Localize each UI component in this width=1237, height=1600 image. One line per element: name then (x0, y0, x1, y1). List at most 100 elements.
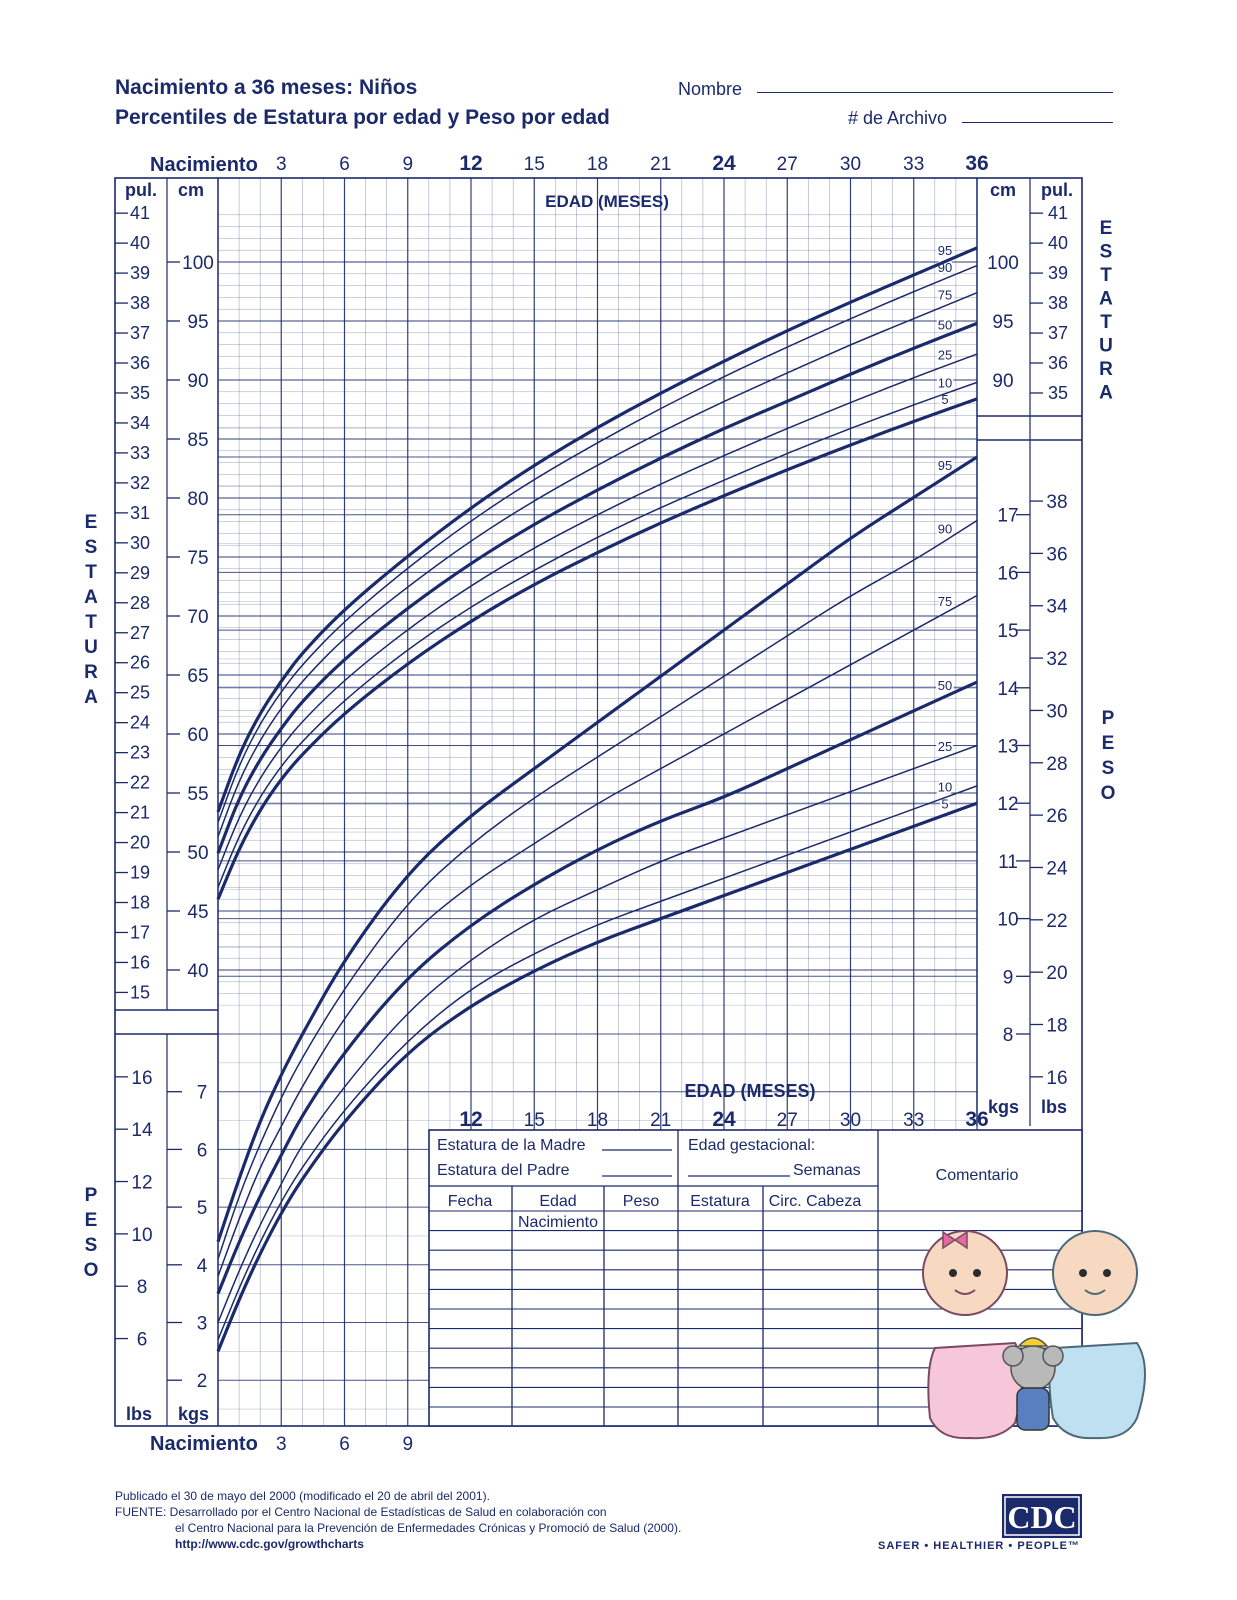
x-tick-bottom: 36 (965, 1108, 988, 1131)
in-tick-right: 36 (1048, 353, 1068, 373)
side-label-weight-left: E (85, 1210, 98, 1231)
in-tick-left: 22 (130, 773, 150, 793)
weight-curve-p75 (217, 594, 978, 1277)
kg-tick-right: 13 (997, 737, 1018, 758)
x-tick-bottom: 33 (903, 1110, 924, 1131)
stature-curve-p75 (217, 291, 978, 837)
kg-tick-left: 5 (197, 1198, 208, 1219)
side-label-weight-left: P (85, 1185, 98, 1206)
in-tick-left: 33 (130, 443, 150, 463)
side-label-stature-right: A (1099, 383, 1113, 404)
weight-curve-p50 (216, 680, 978, 1295)
x-tick-bottom: 24 (712, 1108, 736, 1131)
x-tick-top: 12 (459, 152, 482, 175)
x-axis-label-bottom: EDAD (MESES) (684, 1081, 815, 1101)
name-label: Nombre (678, 79, 743, 99)
file-number-field[interactable] (962, 122, 1113, 123)
side-label-stature-left: T (85, 562, 97, 583)
table-header-2: Peso (623, 1193, 660, 1210)
side-label-stature-right: A (1099, 289, 1113, 310)
cm-tick-left: 45 (187, 902, 208, 923)
x-tick-top: 33 (903, 154, 924, 175)
footer-url[interactable]: http://www.cdc.gov/growthcharts (175, 1537, 364, 1551)
cm-tick-left: 85 (187, 430, 208, 451)
x-tick-bottom: 21 (650, 1110, 671, 1131)
weight-curve-label: 10 (938, 779, 952, 794)
table-header-0: Fecha (448, 1193, 493, 1210)
unit-cm-left: cm (178, 180, 204, 200)
stature-curve-label: 95 (938, 243, 952, 258)
kg-tick-right: 14 (997, 679, 1019, 700)
in-tick-left: 20 (130, 833, 150, 853)
cdc-tagline: SAFER • HEALTHIER • PEOPLE™ (878, 1540, 1080, 1552)
weeks-label: Semanas (793, 1162, 861, 1179)
lb-tick-right: 32 (1046, 649, 1067, 670)
side-label-weight-right: E (1102, 733, 1115, 754)
x-tick-top: 18 (587, 154, 608, 175)
cm-tick-right: 100 (987, 253, 1019, 274)
x-tick-bottom: 15 (524, 1110, 545, 1131)
kg-tick-left: 7 (197, 1083, 208, 1104)
page-subtitle: Percentiles de Estatura por edad y Peso … (115, 106, 610, 129)
kg-tick-left: 2 (197, 1371, 208, 1392)
kg-tick-left: 3 (197, 1314, 208, 1335)
lb-tick-right: 24 (1046, 858, 1068, 879)
side-label-stature-right: R (1099, 359, 1113, 380)
x-tick-bottom: 18 (587, 1110, 608, 1131)
cdc-logo: CDC (1002, 1494, 1082, 1538)
in-tick-right: 38 (1048, 293, 1068, 313)
x-tick-top: 6 (339, 154, 350, 175)
kg-tick-left: 4 (197, 1256, 208, 1277)
lb-tick-right: 34 (1046, 597, 1068, 618)
weight-curve-label: 25 (938, 739, 952, 754)
mother-height-label: Estatura de la Madre (437, 1137, 586, 1154)
lb-tick-left: 12 (131, 1173, 152, 1194)
file-number-label: # de Archivo (848, 108, 948, 128)
weight-curve-p25 (217, 744, 978, 1323)
cm-tick-left: 95 (187, 312, 208, 333)
in-tick-left: 15 (130, 982, 150, 1002)
name-field[interactable] (757, 92, 1113, 93)
unit-kg-right: kgs (988, 1097, 1019, 1117)
lb-tick-left: 8 (137, 1277, 148, 1298)
stature-curve-label: 50 (938, 318, 952, 333)
in-tick-left: 19 (130, 863, 150, 883)
side-label-stature-left: S (85, 537, 98, 558)
kg-tick-right: 8 (1003, 1025, 1014, 1046)
in-tick-left: 37 (130, 323, 150, 343)
cm-tick-right: 90 (992, 371, 1013, 392)
in-tick-left: 35 (130, 383, 150, 403)
comment-label: Comentario (936, 1167, 1019, 1184)
x-tick-top: 21 (650, 154, 671, 175)
side-label-stature-right: E (1100, 218, 1113, 239)
side-label-stature-right: T (1100, 265, 1112, 286)
stature-curve-label: 75 (938, 287, 952, 302)
cm-tick-left: 65 (187, 666, 208, 687)
side-label-stature-left: A (84, 587, 98, 608)
stature-curve-p50 (216, 321, 978, 854)
page-title: Nacimiento a 36 meses: Niños (115, 76, 418, 99)
in-tick-left: 23 (130, 743, 150, 763)
in-tick-left: 28 (130, 593, 150, 613)
x-tick-birth-bottom: Nacimiento (150, 1433, 258, 1455)
table-header-3: Estatura (690, 1193, 750, 1210)
side-label-stature-left: E (85, 512, 98, 533)
lb-tick-right: 30 (1046, 701, 1067, 722)
cm-tick-right: 95 (992, 312, 1013, 333)
side-label-stature-right: S (1100, 242, 1113, 263)
in-tick-left: 39 (130, 263, 150, 283)
in-tick-left: 29 (130, 563, 150, 583)
table-header-1: Edad (539, 1193, 576, 1210)
cdc-logo-text: CDC (1007, 1499, 1076, 1535)
footer: Publicado el 30 de mayo del 2000 (modifi… (115, 1488, 681, 1552)
in-tick-right: 35 (1048, 383, 1068, 403)
side-label-stature-right: U (1099, 336, 1113, 357)
unit-lb-right: lbs (1041, 1097, 1067, 1117)
in-tick-left: 40 (130, 233, 150, 253)
babies-illustration-icon (922, 1230, 1146, 1440)
x-tick-top: 36 (965, 152, 988, 175)
stature-curve-p25 (217, 353, 978, 870)
unit-in-right: pul. (1041, 180, 1073, 200)
side-label-weight-right: O (1101, 783, 1116, 804)
x-tick-bottom: 27 (777, 1110, 798, 1131)
